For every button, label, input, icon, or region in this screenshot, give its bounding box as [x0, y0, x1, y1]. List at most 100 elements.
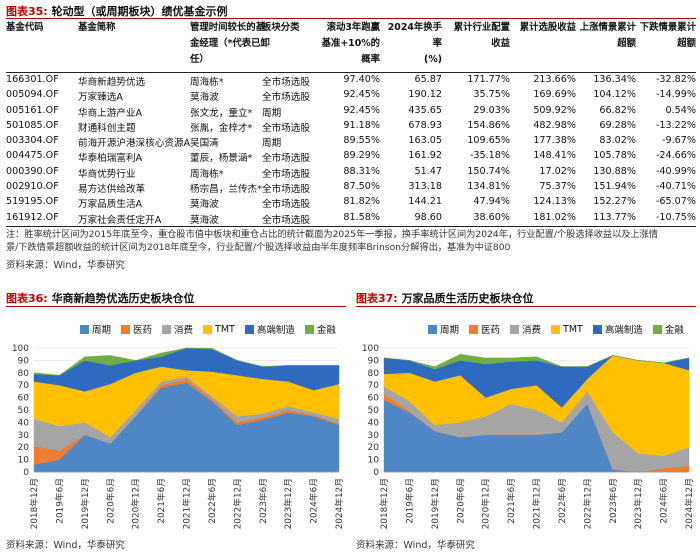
y-tick-label: 20 [368, 443, 380, 453]
cell-prob: 81.82% [343, 196, 380, 208]
header-down-line1: 下跌情景累计 [639, 22, 696, 33]
cell-turnover: 190.12 [408, 89, 442, 101]
cell-stock: 509.92% [533, 104, 576, 116]
legend-item: 医药 [469, 322, 500, 336]
cell-stock: 169.69% [533, 89, 576, 101]
cell-up: 66.82% [599, 104, 636, 116]
legend-swatch [244, 324, 254, 334]
x-tick-label: 2020年6月 [104, 478, 116, 524]
legend-item: TMT [551, 322, 583, 336]
x-tick-label: 2021年12月 [531, 478, 543, 529]
header-manager-line3: 任） [190, 54, 209, 65]
y-tick-label: 50 [368, 406, 380, 416]
legend-swatch [551, 324, 561, 334]
cell-industry: 154.86% [467, 119, 510, 131]
cell-sector: 周期 [262, 107, 282, 119]
cell-sector: 全市场选股 [262, 92, 310, 104]
cell-prob: 81.58% [343, 211, 380, 223]
cell-turnover: 435.65 [408, 104, 442, 116]
header-prob-line2: 基准+10%的 [321, 38, 380, 49]
table-row: 166301.OF 华商新趋势优选 周海栋* 全市场选股 97.40% 65.87 171.… [6, 73, 696, 88]
cell-code: 000390.OF [6, 165, 59, 177]
header-prob: 滚动3年跑赢 基准+10%的 概率 [316, 20, 380, 68]
table-row: 000390.OF 华商优势行业 周海栋* 全市场选股 88.31% 51.47 150.7… [6, 165, 696, 180]
cell-sector: 周期 [262, 138, 282, 150]
table-row: 161912.OF 万家社会责任定开A 莫海波 全市场选股 81.58% 98.60 38.… [6, 211, 696, 227]
cell-name: 万家社会责任定开A [78, 214, 162, 226]
y-tick-label: 60 [368, 394, 380, 404]
cell-down: -24.66% [655, 150, 696, 162]
cell-turnover: 161.92 [408, 150, 442, 162]
header-turnover: 2024年换手率 (%) [382, 20, 442, 68]
cell-prob: 88.31% [343, 165, 380, 177]
x-tick-label: 2022年12月 [581, 478, 593, 529]
cell-code: 519195.OF [6, 196, 59, 208]
legend-label: 周期 [440, 325, 460, 336]
cell-sector: 全市场选股 [262, 214, 310, 226]
fund-table: 基金代码 基金简称 管理时间较长的基 金经理（*代表已卸 任） 板块分类 滚动3… [6, 20, 696, 227]
header-up: 上涨情景累计 超额 [578, 20, 636, 52]
cell-prob: 97.40% [343, 74, 380, 85]
x-tick-label: 2020年6月 [454, 478, 466, 524]
legend-item: 金融 [304, 322, 336, 336]
cell-up: 152.27% [593, 196, 636, 208]
cell-prob: 87.50% [343, 181, 380, 193]
table-row: 004475.OF 华泰柏瑞富利A 董辰，杨景涵* 全市场选股 89.29% 161.92… [6, 149, 696, 164]
cell-name: 万家品质生活A [78, 199, 143, 211]
table-row: 005161.OF 华商上游产业A 张文龙，童立* 周期 92.45% 435.65 29.… [6, 104, 696, 119]
table-row: 003304.OF 前海开源沪港深核心资源A 吴国清 周期 89.55% 163.05 10… [6, 134, 696, 149]
cell-manager: 张文龙，童立* [190, 107, 253, 119]
header-stock: 累计选股收益 [519, 22, 576, 33]
x-tick-label: 2024年12月 [683, 478, 695, 529]
chart37-caption-title: 万家品质生活历史板块仓位 [401, 292, 534, 305]
chart37-source: 资料来源：Wind，华泰研究 [356, 540, 475, 551]
header-up-line2: 超额 [617, 38, 636, 49]
cell-stock: 482.98% [533, 119, 576, 131]
x-tick-label: 2021年12月 [181, 478, 193, 529]
x-tick-label: 2020年12月 [480, 478, 492, 529]
legend-item: 高端制造 [244, 322, 295, 336]
cell-manager: 周海栋* [190, 77, 224, 88]
cell-down: -40.71% [655, 181, 696, 193]
table-row: 501085.OF 财通科创主题 张胤，金梓才* 全市场选股 91.18% 678.93 1… [6, 119, 696, 134]
cell-manager: 吴国清 [190, 138, 219, 150]
cell-up: 113.77% [593, 211, 636, 223]
cell-manager: 周海栋* [190, 168, 224, 180]
table-body: 166301.OF 华商新趋势优选 周海栋* 全市场选股 97.40% 65.87 171.… [6, 73, 696, 227]
cell-manager: 莫海波 [190, 214, 219, 226]
table-note-line2: 景/下跌情景超额收益的统计区间为2018年底至今，行业配置/个股选择收益由半年度… [6, 242, 511, 253]
legend-label: TMT [563, 323, 583, 335]
y-tick-label: 90 [368, 356, 380, 366]
cell-name: 华泰柏瑞富利A [78, 153, 143, 165]
cell-name: 易方达供给改革 [78, 184, 146, 196]
cell-up: 130.88% [593, 165, 636, 177]
cell-stock: 17.02% [539, 165, 576, 177]
chart36-caption-rule [6, 306, 346, 307]
cell-industry: 35.75% [473, 89, 510, 101]
legend-label: 医药 [481, 325, 501, 336]
legend-label: 消费 [174, 325, 194, 336]
legend-swatch [510, 324, 520, 334]
legend-swatch [203, 324, 213, 334]
cell-sector: 全市场选股 [262, 168, 310, 180]
cell-turnover: 98.60 [414, 211, 442, 223]
legend-item: 周期 [80, 322, 111, 336]
header-prob-line1: 滚动3年跑赢 [326, 22, 380, 33]
cell-up: 83.02% [599, 135, 636, 147]
table-caption: 图表35: 轮动型（或周期板块）绩优基金示例 [6, 3, 228, 19]
y-tick-label: 0 [23, 468, 29, 478]
cell-prob: 92.45% [343, 104, 380, 116]
x-tick-label: 2022年12月 [231, 478, 243, 529]
cell-name: 万家臻选A [78, 92, 123, 104]
cell-down: 0.54% [665, 104, 696, 116]
cell-stock: 124.13% [533, 196, 576, 208]
legend-item: 消费 [162, 322, 193, 336]
legend-label: 金融 [664, 325, 684, 336]
legend-label: 金融 [316, 325, 336, 336]
table-note: 注：胜率统计区间为2015年底至今，重仓股市值中板块和重仓占比的统计截面为202… [6, 228, 658, 254]
x-tick-label: 2023年12月 [282, 478, 294, 529]
cell-turnover: 144.21 [408, 196, 442, 208]
cell-down: -32.82% [655, 74, 696, 85]
legend-label: 高端制造 [604, 325, 643, 336]
y-tick-label: 70 [368, 381, 380, 391]
